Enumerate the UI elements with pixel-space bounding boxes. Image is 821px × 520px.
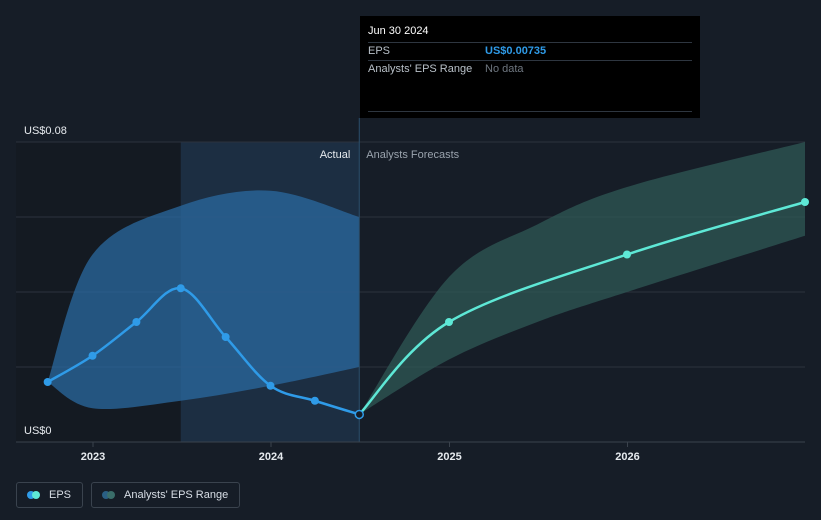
eps-hover-point [354,409,365,420]
eps-point-actual [221,333,230,341]
eps-point-actual [43,378,52,386]
chart-legend: EPS Analysts' EPS Range [16,482,241,508]
eps-point-forecast [445,318,453,326]
y-axis-top-label: US$0.08 [24,125,67,137]
x-tick-label: 2026 [615,451,639,463]
tooltip-date: Jun 30 2024 [368,25,429,37]
eps-legend-swatch-icon [27,491,41,499]
eps-line-forecast [358,200,806,416]
eps-point-forecast [623,250,631,259]
tooltip-row-eps: EPS US$0.00735 [368,42,692,60]
range-legend-swatch-icon [102,491,116,499]
tooltip-row-range: Analysts' EPS Range No data [368,60,692,112]
actual-label: Actual [320,149,351,161]
legend-eps-label: EPS [49,489,72,501]
eps-point-actual [88,351,97,360]
eps-point-actual [132,318,141,326]
legend-item-eps[interactable]: EPS [16,482,84,508]
tooltip-eps-value: US$0.00735 [485,45,547,57]
legend-range-label: Analysts' EPS Range [124,489,229,501]
x-tick-label: 2023 [81,451,105,463]
chart-tooltip: Jun 30 2024 EPS US$0.00735 Analysts' EPS… [360,16,700,118]
legend-item-eps-range[interactable]: Analysts' EPS Range [91,482,241,508]
eps-range-band-actual [47,190,360,410]
eps-range-band-forecast [359,142,805,415]
eps-point-actual [310,396,319,405]
eps-point-actual [266,381,275,390]
y-axis-bottom-label: US$0 [24,425,52,437]
tooltip-eps-label: EPS [368,45,391,57]
eps-point-forecast [801,198,809,206]
eps-point-actual [176,284,185,293]
x-tick-label: 2024 [259,451,284,463]
eps-line-actual [47,286,360,416]
tooltip-range-label: Analysts' EPS Range [368,63,473,75]
x-tick-label: 2025 [437,451,461,463]
forecast-label: Analysts Forecasts [366,149,459,161]
tooltip-range-value: No data [485,63,524,75]
